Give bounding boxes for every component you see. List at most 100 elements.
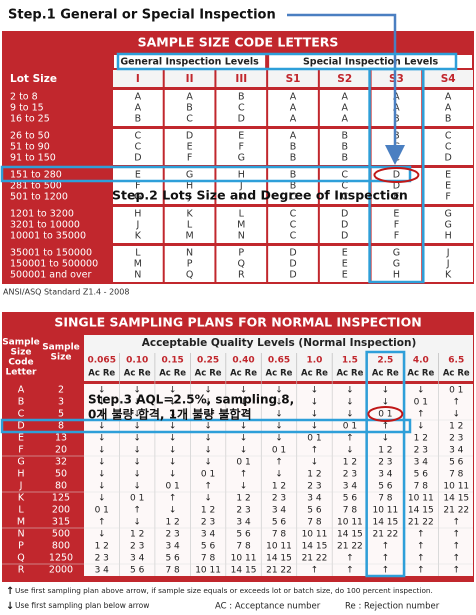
ac-re-cell: 10 11 (195, 566, 221, 576)
ac-re-cell: 14 15 (372, 518, 398, 528)
code-letter: E (342, 259, 348, 270)
ac-re-cell: 0 1 (307, 434, 321, 444)
cell-bg (216, 246, 267, 282)
lot-size: 51 to 90 (10, 142, 50, 153)
ac-re-header: Ac Re (301, 369, 328, 379)
header-cell (114, 55, 266, 68)
ac-re-cell: 5 6 (201, 542, 216, 552)
column-header: Code (8, 358, 33, 368)
ac-re-cell: ↓ (346, 410, 354, 420)
sample-size: 50 (55, 469, 67, 480)
ac-re-cell: 21 22 (337, 542, 363, 552)
code-letter: G (238, 153, 245, 164)
ac-re-cell: ↓ (204, 422, 212, 432)
ac-re-cell: 10 11 (337, 518, 363, 528)
column-header: S3 (389, 73, 404, 85)
header-cell (423, 70, 473, 87)
code-letter: G (393, 259, 400, 270)
ac-re-cell: ↑ (346, 554, 354, 564)
code-letter: C (135, 131, 142, 142)
ac-re-cell: ↓ (98, 422, 106, 432)
ac-re-cell: 10 11 (443, 482, 469, 492)
ac-re-cell: ↓ (204, 446, 212, 456)
code-letter: A (445, 92, 452, 103)
ac-re-cell: 3 4 (130, 554, 145, 564)
cell-bg (319, 90, 370, 126)
arrow-icon: ↑ (6, 586, 14, 597)
ac-re-cell: 3 4 (272, 506, 287, 516)
header-cell (84, 335, 473, 381)
code-letter: B (238, 92, 245, 103)
sample-size: 1250 (49, 553, 73, 564)
aql-value: 0.065 (87, 356, 115, 366)
ac-re-cell: 1 2 (343, 458, 357, 468)
cell-bg (423, 129, 473, 165)
ac-re-cell: ↓ (382, 434, 390, 444)
sample-size: 3 (58, 397, 64, 408)
ac-re-cell: ↑ (452, 566, 460, 576)
source-note: ANSI/ASQ Standard Z1.4 - 2008 (3, 288, 129, 297)
ac-re-cell: ↓ (311, 458, 319, 468)
sample-size: 800 (52, 541, 70, 552)
ac-re-cell: 2 3 (130, 542, 144, 552)
ac-re-cell: ↓ (311, 410, 319, 420)
code-letter: K (186, 209, 193, 220)
code-letter: F (394, 231, 399, 242)
annotation-box (365, 350, 406, 578)
sample-size: 315 (52, 517, 70, 528)
cell-bg (216, 207, 267, 243)
ac-re-cell: 5 6 (272, 518, 287, 528)
step-label: 0개 불량 합격, 1개 불량 불합격 (88, 407, 252, 422)
ac-re-cell: ↑ (169, 494, 177, 504)
cell-bg (319, 246, 370, 282)
sample-size: 20 (55, 445, 67, 456)
ac-re-cell: ↓ (98, 458, 106, 468)
aql-value: 0.25 (197, 356, 219, 366)
ac-re-cell: 2 3 (201, 518, 215, 528)
ac-re-cell: 5 6 (414, 470, 429, 480)
code-letter: C (445, 142, 452, 153)
aql-value: 1.0 (306, 356, 322, 366)
aql-value: 1.5 (342, 356, 358, 366)
column-header: Size (51, 353, 72, 363)
ac-re-cell: ↓ (133, 434, 141, 444)
aql-value: 2.5 (377, 356, 393, 366)
table-title: SAMPLE SIZE CODE LETTERS (138, 35, 339, 50)
arrow-icon: ↓ (6, 601, 14, 612)
code-letter: A (290, 114, 297, 125)
code-letter: B (290, 153, 297, 164)
cell-bg (319, 168, 370, 204)
ac-re-cell: ↓ (275, 398, 283, 408)
code-letter: H (393, 270, 400, 281)
ac-re-cell: ↓ (169, 386, 177, 396)
ac-re-header: Ac Re (88, 369, 115, 379)
ac-re-cell: ↓ (417, 422, 425, 432)
code-letter: M (185, 231, 193, 242)
code-letter: D (238, 114, 245, 125)
code-letter: B (290, 181, 297, 192)
code-letter: B (341, 142, 348, 153)
code-letter: J (446, 248, 450, 259)
ac-re-cell: ↓ (204, 458, 212, 468)
code-letter: J (446, 259, 450, 270)
code-letter: D (444, 153, 451, 164)
column-header: Size (11, 348, 32, 358)
ac-re-cell: 2 3 (272, 494, 286, 504)
ac-re-cell: ↓ (169, 506, 177, 516)
ac-re-cell: 1 2 (236, 494, 250, 504)
ac-re-cell: 2 3 (165, 530, 179, 540)
ac-re-cell: 5 6 (449, 458, 464, 468)
code-letter: H (134, 209, 141, 220)
code-letter: D (393, 181, 400, 192)
ac-re-cell: 1 2 (307, 470, 321, 480)
code-letter: E (445, 181, 451, 192)
lot-size: 10001 to 35000 (10, 231, 86, 242)
ac-re-header: Ac Re (407, 369, 434, 379)
ac-re-cell: 7 8 (201, 554, 216, 564)
ac-re-cell: 0 1 (414, 398, 428, 408)
ac-re-cell: ↓ (382, 386, 390, 396)
ac-re-cell: ↓ (169, 422, 177, 432)
sample-size: 2000 (49, 565, 73, 576)
ac-re-cell: 14 15 (266, 554, 292, 564)
